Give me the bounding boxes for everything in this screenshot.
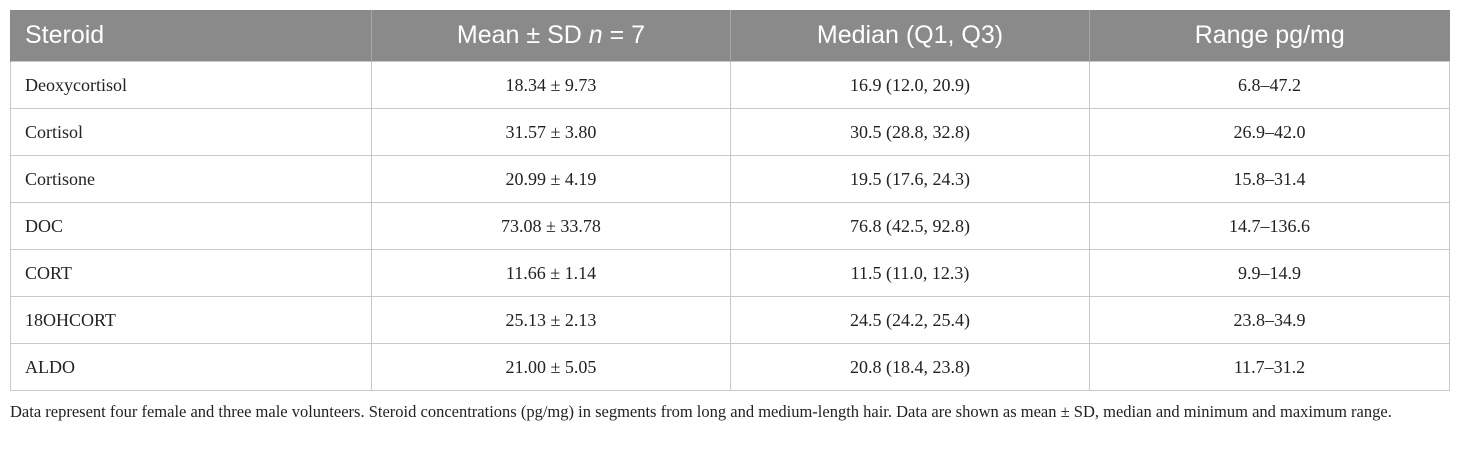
cell-range: 6.8–47.2 [1089, 61, 1450, 109]
table-row: ALDO 21.00 ± 5.05 20.8 (18.4, 23.8) 11.7… [10, 343, 1450, 391]
cell-median: 30.5 (28.8, 32.8) [730, 108, 1090, 156]
header-mean-sd: Mean ± SD n = 7 [371, 10, 731, 62]
cell-range: 11.7–31.2 [1089, 343, 1450, 391]
cell-range: 9.9–14.9 [1089, 249, 1450, 297]
cell-median: 76.8 (42.5, 92.8) [730, 202, 1090, 250]
cell-median: 16.9 (12.0, 20.9) [730, 61, 1090, 109]
cell-range: 26.9–42.0 [1089, 108, 1450, 156]
cell-steroid: 18OHCORT [10, 296, 372, 344]
cell-range: 14.7–136.6 [1089, 202, 1450, 250]
cell-median: 24.5 (24.2, 25.4) [730, 296, 1090, 344]
table-row: Cortisol 31.57 ± 3.80 30.5 (28.8, 32.8) … [10, 108, 1450, 156]
header-median: Median (Q1, Q3) [730, 10, 1090, 62]
table-row: 18OHCORT 25.13 ± 2.13 24.5 (24.2, 25.4) … [10, 296, 1450, 344]
cell-median: 11.5 (11.0, 12.3) [730, 249, 1090, 297]
header-range: Range pg/mg [1089, 10, 1450, 62]
table-row: DOC 73.08 ± 33.78 76.8 (42.5, 92.8) 14.7… [10, 202, 1450, 250]
cell-mean-sd: 11.66 ± 1.14 [371, 249, 731, 297]
table-footnote: Data represent four female and three mal… [10, 402, 1392, 421]
header-row: Steroid Mean ± SD n = 7 Median (Q1, Q3) … [10, 10, 1450, 62]
cell-range: 23.8–34.9 [1089, 296, 1450, 344]
cell-steroid: ALDO [10, 343, 372, 391]
cell-mean-sd: 31.57 ± 3.80 [371, 108, 731, 156]
table-row: Deoxycortisol 18.34 ± 9.73 16.9 (12.0, 2… [10, 61, 1450, 109]
table-row: Cortisone 20.99 ± 4.19 19.5 (17.6, 24.3)… [10, 155, 1450, 203]
cell-mean-sd: 73.08 ± 33.78 [371, 202, 731, 250]
cell-mean-sd: 21.00 ± 5.05 [371, 343, 731, 391]
cell-mean-sd: 25.13 ± 2.13 [371, 296, 731, 344]
cell-steroid: Cortisone [10, 155, 372, 203]
cell-steroid: CORT [10, 249, 372, 297]
cell-median: 19.5 (17.6, 24.3) [730, 155, 1090, 203]
cell-range: 15.8–31.4 [1089, 155, 1450, 203]
steroid-table-container: Steroid Mean ± SD n = 7 Median (Q1, Q3) … [10, 10, 1450, 391]
cell-steroid: Cortisol [10, 108, 372, 156]
cell-steroid: Deoxycortisol [10, 61, 372, 109]
cell-median: 20.8 (18.4, 23.8) [730, 343, 1090, 391]
steroid-table: Steroid Mean ± SD n = 7 Median (Q1, Q3) … [10, 10, 1450, 391]
cell-steroid: DOC [10, 202, 372, 250]
cell-mean-sd: 20.99 ± 4.19 [371, 155, 731, 203]
table-body: Deoxycortisol 18.34 ± 9.73 16.9 (12.0, 2… [10, 61, 1450, 391]
header-steroid: Steroid [10, 10, 372, 62]
table-header: Steroid Mean ± SD n = 7 Median (Q1, Q3) … [10, 10, 1450, 62]
cell-mean-sd: 18.34 ± 9.73 [371, 61, 731, 109]
table-row: CORT 11.66 ± 1.14 11.5 (11.0, 12.3) 9.9–… [10, 249, 1450, 297]
